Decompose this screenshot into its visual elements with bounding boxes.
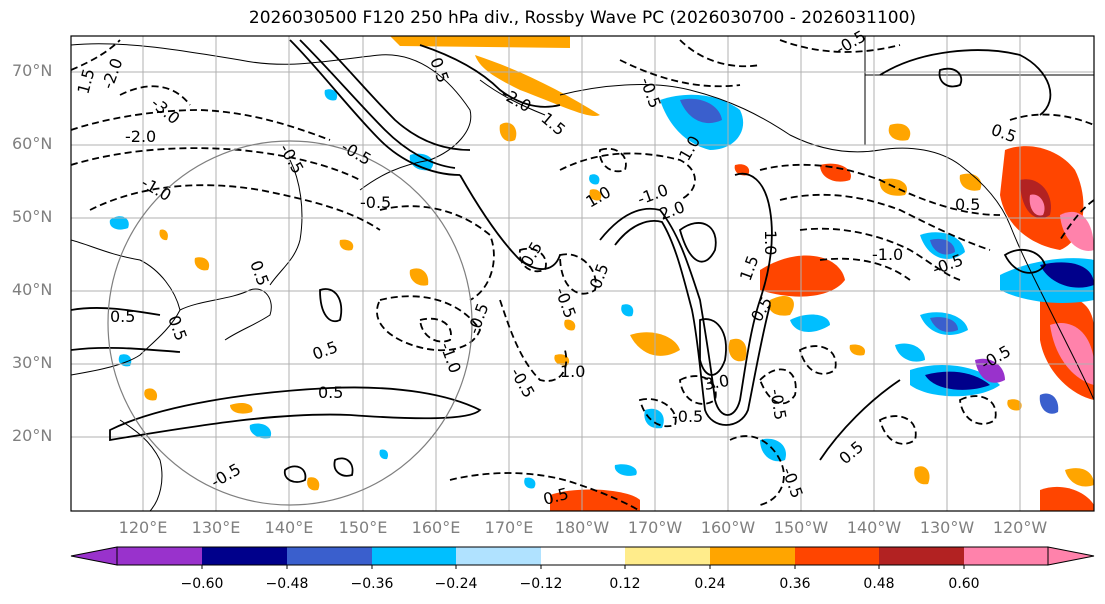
contour-label: 1.0 xyxy=(560,362,585,381)
colorbar-extend-min xyxy=(70,546,118,566)
colorbar-swatch xyxy=(202,547,287,565)
colorbar-tick-label: −0.24 xyxy=(434,576,478,592)
lat-label: 20°N xyxy=(12,426,53,445)
lon-label: 130°E xyxy=(191,518,241,537)
lat-lon-grid xyxy=(71,36,1094,511)
lon-label: 120°E xyxy=(118,518,168,537)
colorbar-swatch xyxy=(879,547,964,565)
rossby-contours-negative xyxy=(71,39,1094,511)
colorbar-tick-label: 0.60 xyxy=(948,576,980,592)
map-frame xyxy=(70,35,1095,512)
contour-label: 0.5 xyxy=(110,307,135,326)
colorbar-frame xyxy=(116,546,1049,566)
contour-label: 1.0 xyxy=(761,230,780,255)
colorbar-tick-label: 0.24 xyxy=(694,576,726,592)
colorbar-tick-label: −0.48 xyxy=(265,576,309,592)
contour-label: -2.0 xyxy=(125,127,156,146)
lat-label: 60°N xyxy=(12,134,53,153)
contour-label: 0.5 xyxy=(955,195,980,214)
lon-label: 150°E xyxy=(338,518,388,537)
lon-label: 170°W xyxy=(627,518,683,537)
lon-label: 120°W xyxy=(992,518,1048,537)
lon-label: 140°W xyxy=(846,518,902,537)
colorbar-tick-label: 0.48 xyxy=(863,576,895,592)
colorbar-swatch xyxy=(372,547,456,565)
colorbar-swatch xyxy=(287,547,372,565)
rossby-contours-positive xyxy=(71,39,1052,483)
lon-label: 130°W xyxy=(919,518,975,537)
colorbar-swatch xyxy=(625,547,710,565)
contour-label: -0.5 xyxy=(672,407,703,426)
colorbar-swatch xyxy=(964,547,1048,565)
contour-label: 3.0 xyxy=(702,371,730,394)
colorbar-swatch xyxy=(117,547,202,565)
colorbar-swatch xyxy=(710,547,795,565)
contour-label: 0.5 xyxy=(318,383,343,402)
colorbar-tick-label: −0.60 xyxy=(180,576,224,592)
lon-label: 140°E xyxy=(264,518,314,537)
lat-label: 30°N xyxy=(12,353,53,372)
colorbar-extend-max xyxy=(1047,546,1095,566)
lat-label: 40°N xyxy=(12,280,53,299)
colorbar xyxy=(70,546,1095,569)
lat-label: 50°N xyxy=(12,207,53,226)
colorbar-tick-label: 0.12 xyxy=(609,576,641,592)
colorbar-swatch xyxy=(541,547,625,565)
lon-label: 160°W xyxy=(700,518,756,537)
colorbar-swatch xyxy=(795,547,879,565)
lon-label: 170°E xyxy=(484,518,534,537)
reference-circle xyxy=(107,140,473,506)
colorbar-swatch xyxy=(456,547,541,565)
colorbar-tick-label: −0.12 xyxy=(519,576,563,592)
contour-label: -1.0 xyxy=(872,245,903,264)
lat-label: 70°N xyxy=(12,61,53,80)
colorbar-tick-label: 0.36 xyxy=(779,576,811,592)
lon-label: 150°W xyxy=(773,518,829,537)
lon-label: 180°W xyxy=(554,518,610,537)
map-title: 2026030500 F120 250 hPa div., Rossby Wav… xyxy=(248,8,917,28)
colorbar-tick-label: −0.36 xyxy=(350,576,394,592)
lon-label: 160°E xyxy=(411,518,461,537)
contour-label: -0.5 xyxy=(360,193,391,212)
